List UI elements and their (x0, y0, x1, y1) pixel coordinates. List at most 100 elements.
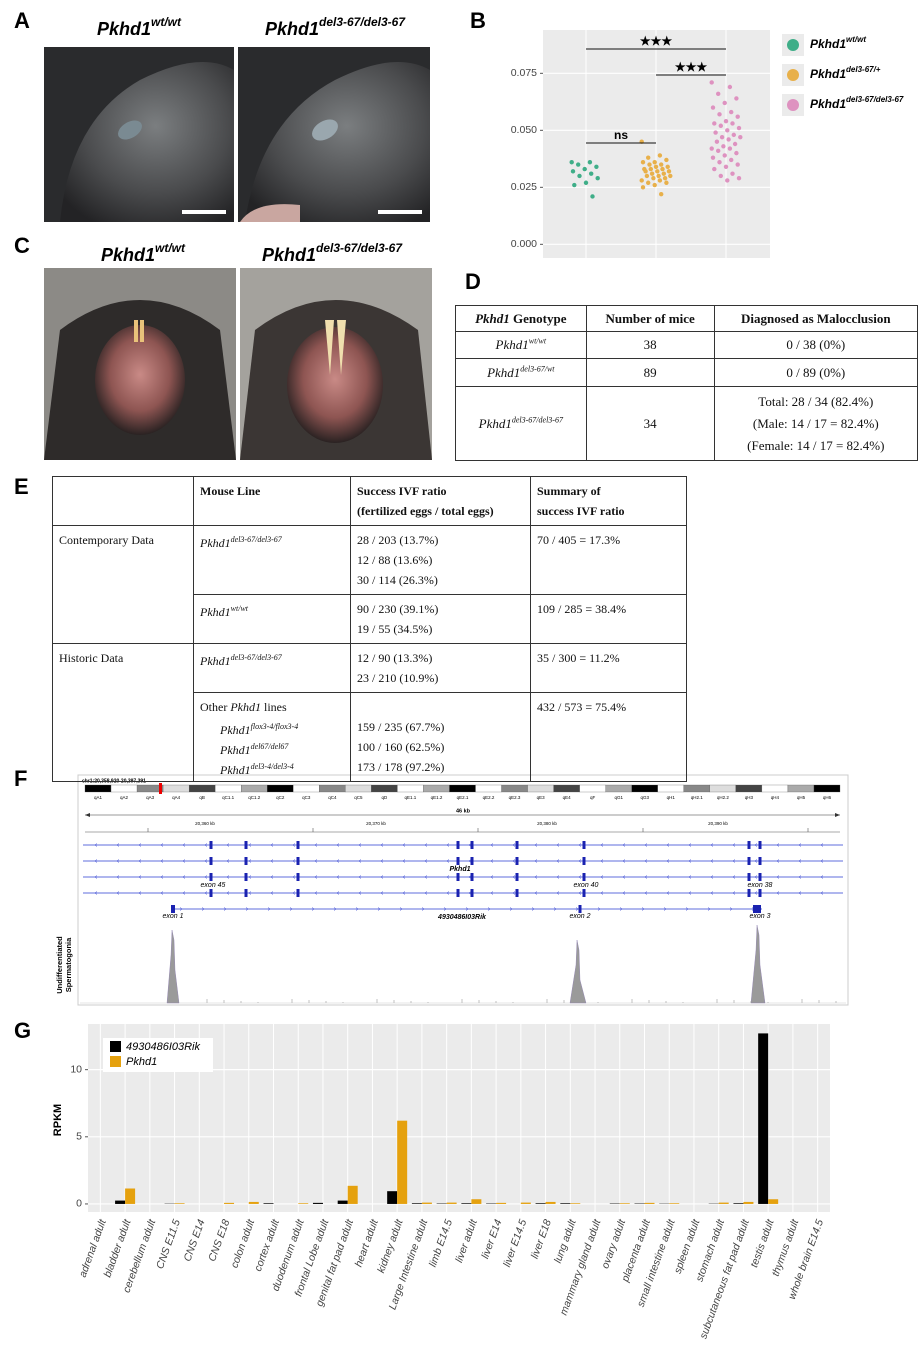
data-point (725, 128, 729, 132)
bar (264, 1203, 274, 1204)
bar (570, 1203, 580, 1204)
genotype: Pkhd1del3-67/del3-67 (479, 416, 563, 431)
mouse-line-base: Pkhd1 (200, 605, 231, 619)
photo-title-sup: del3-67/del3-67 (316, 241, 403, 255)
data-point (641, 185, 645, 189)
header-cell: Pkhd1 Genotype (456, 306, 587, 332)
line-name: Pkhd1del3-67/del3-67 (200, 530, 344, 550)
ratio: 19 / 55 (34.5%) (357, 619, 524, 639)
x-tick-label: CNS E11.5 (154, 1218, 183, 1271)
exon (245, 857, 248, 865)
track-label: Undifferentiated (55, 936, 64, 994)
bar (175, 1203, 185, 1204)
line-name: Pkhd1del3-67/del3-67 (200, 648, 344, 668)
bar (348, 1186, 358, 1204)
x-tick-label: CNS E18 (206, 1218, 232, 1263)
legend-swatch (110, 1041, 121, 1052)
ideogram-band (85, 785, 111, 792)
bar (249, 1202, 259, 1204)
bar (298, 1203, 308, 1204)
ideogram-band (371, 785, 397, 792)
ideogram-band (554, 785, 580, 792)
band-label: qG3 (640, 795, 649, 800)
gene-label: Pkhd1 (449, 866, 470, 873)
genotype-cell: Pkhd1wt/wt (456, 332, 587, 359)
gene-label: exon 38 (748, 882, 773, 889)
ratio: 173 / 178 (97.2%) (357, 757, 524, 777)
legend-label-sup: del3-67/+ (846, 65, 881, 74)
bar (313, 1203, 323, 1204)
data-point (641, 160, 645, 164)
band-label: qC3 (302, 795, 311, 800)
ideogram-band (762, 785, 788, 792)
panel-label: C (14, 233, 30, 258)
genotype-cell: Pkhd1del3-67/del3-67 (456, 387, 587, 461)
exon (759, 857, 762, 865)
data-point (710, 146, 714, 150)
data-point (667, 169, 671, 173)
legend-swatch (110, 1056, 121, 1067)
band-label: qH5 (797, 795, 806, 800)
count-cell: 34 (586, 387, 714, 461)
data-point (736, 162, 740, 166)
x-tick-label: ovary adult (599, 1217, 628, 1270)
band-label: qD (382, 795, 389, 800)
gene-label: exon 3 (749, 913, 770, 920)
panel-label: E (14, 474, 29, 499)
exon (245, 889, 248, 897)
data-point (724, 165, 728, 169)
mouse-line-sup: del67/del67 (251, 742, 289, 751)
bar (412, 1203, 422, 1204)
header-line: (fertilized eggs / total eggs) (357, 501, 524, 521)
group-cell: Contemporary Data (53, 526, 194, 644)
table-row: Pkhd1wt/wt380 / 38 (0%) (456, 332, 918, 359)
data-point (716, 149, 720, 153)
table-row: Pkhd1del3-67/wt890 / 89 (0%) (456, 359, 918, 387)
gene-label: 4930486I03Rik (437, 914, 487, 921)
bar (521, 1203, 531, 1204)
ideogram-band (632, 785, 658, 792)
mouse-line-base: Pkhd1 (220, 743, 251, 757)
diagnosis-line: (Female: 14 / 17 = 82.4%) (721, 435, 911, 457)
exon (457, 857, 460, 865)
band-label: qC2 (276, 795, 285, 800)
data-point (715, 140, 719, 144)
subline: Pkhd1flox3-4/flox3-4 (200, 717, 344, 737)
bar (758, 1033, 768, 1204)
exon (297, 857, 300, 865)
band-label: qA2 (120, 795, 129, 800)
data-point (710, 80, 714, 84)
genotype: Pkhd1wt/wt (496, 337, 547, 352)
header-cell: Summary ofsuccess IVF ratio (531, 477, 687, 526)
data-point (576, 162, 580, 166)
summary-cell: 109 / 285 = 38.4% (531, 595, 687, 644)
diagnosis-line: (Male: 14 / 17 = 82.4%) (721, 413, 911, 435)
ideogram-band (710, 785, 736, 792)
mouse-line-base: Pkhd1 (200, 536, 231, 550)
photo-title: Pkhd1del3-67/del3-67 (262, 241, 403, 265)
data-point (653, 160, 657, 164)
summary-cell: 432 / 573 = 75.4% (531, 693, 687, 782)
photo-title-sup: del3-67/del3-67 (319, 15, 406, 29)
band-label: qE2.1 (457, 795, 469, 800)
y-tick-label: 0 (76, 1198, 82, 1210)
bar (645, 1203, 655, 1204)
data-point (738, 135, 742, 139)
exon (471, 841, 474, 849)
legend-label-base: Pkhd1 (810, 37, 846, 51)
band-label: qE2.3 (509, 795, 521, 800)
band-label: qG1 (614, 795, 623, 800)
exon (516, 857, 519, 865)
y-tick-label: 0.025 (511, 181, 537, 193)
ideogram-band (163, 785, 189, 792)
band-label: qH2.2 (717, 795, 730, 800)
mouse-line: Pkhd1flox3-4/flox3-4 (220, 723, 298, 737)
ruler-label: 20,360 kb (195, 821, 215, 826)
x-tick-label: liver adult (453, 1217, 480, 1264)
bar (115, 1201, 125, 1204)
band-label: qA1 (94, 795, 103, 800)
significance-label: ★★★ (675, 60, 708, 74)
legend-label-sup: wt/wt (846, 35, 866, 44)
band-label: qH1 (667, 795, 676, 800)
exon (297, 889, 300, 897)
